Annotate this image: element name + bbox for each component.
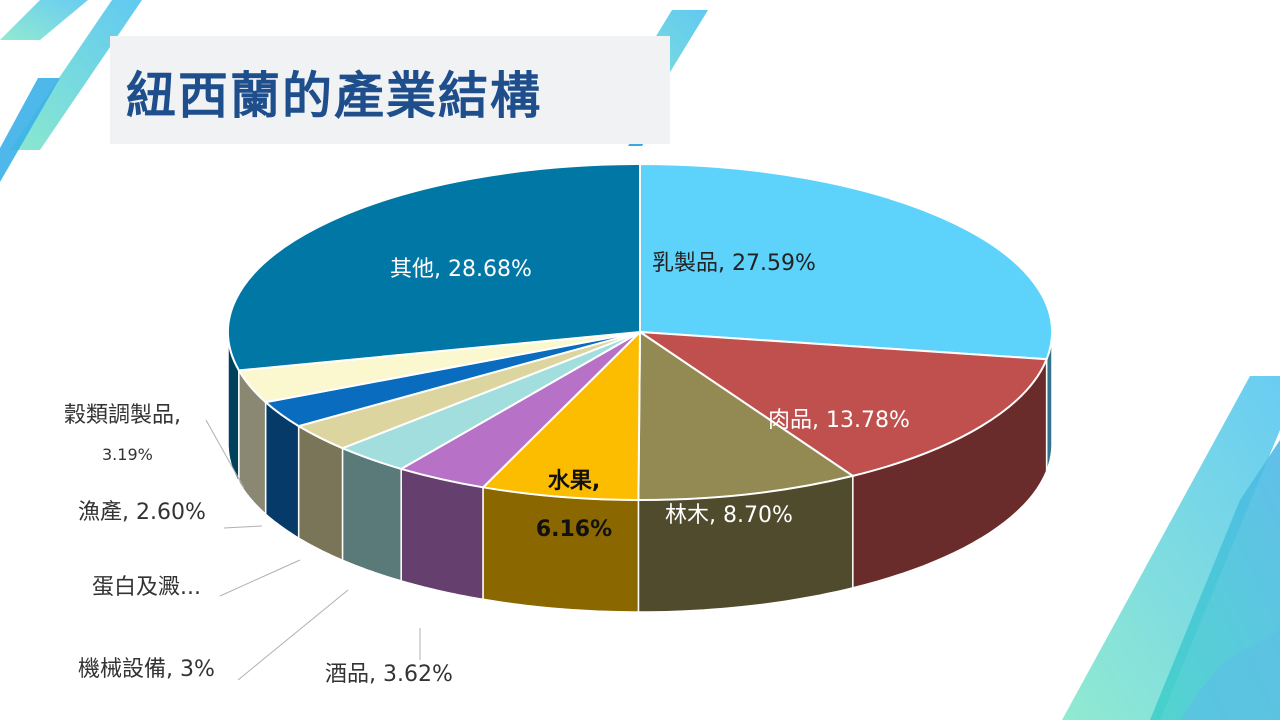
pie-side-3 bbox=[482, 486, 640, 613]
pie-slice-2 bbox=[637, 330, 856, 502]
data-label-7: 漁產, 2.60% bbox=[78, 500, 206, 525]
data-label-9: 其他, 28.68% bbox=[390, 257, 532, 282]
leader-line-7 bbox=[223, 525, 263, 529]
leader-line-8 bbox=[205, 419, 245, 489]
pie-slice-0 bbox=[639, 162, 1054, 361]
leader-line-6 bbox=[219, 559, 301, 597]
data-label-6: 蛋白及澱... bbox=[92, 575, 201, 600]
data-label-0: 乳製品, 27.59% bbox=[652, 251, 816, 276]
pie-slice-1 bbox=[636, 330, 1049, 477]
page-title: 紐西蘭的產業結構 bbox=[126, 67, 542, 125]
pie-side-5 bbox=[341, 447, 402, 582]
data-label-8: 穀類調製品, 3.19% bbox=[64, 403, 181, 464]
leader-line-5 bbox=[237, 589, 349, 681]
pie-slice-9 bbox=[227, 162, 641, 372]
leader-lines bbox=[205, 419, 421, 681]
data-label-3: 水果, 6.16% bbox=[536, 469, 612, 542]
data-labels: 乳製品, 27.59% 肉品, 13.78% 林木, 8.70% 水果, 6.16% 酒品… bbox=[64, 251, 910, 687]
data-label-2: 林木, 8.70% bbox=[665, 503, 793, 528]
pie-slice-3 bbox=[481, 329, 642, 502]
pie-sides bbox=[227, 332, 1053, 613]
pie-side-4 bbox=[400, 467, 484, 601]
title-band bbox=[110, 36, 670, 144]
pie-tops bbox=[227, 162, 1054, 502]
data-label-4: 酒品, 3.62% bbox=[325, 662, 453, 687]
data-label-5: 機械設備, 3% bbox=[78, 657, 215, 682]
data-label-1: 肉品, 13.78% bbox=[768, 408, 910, 433]
